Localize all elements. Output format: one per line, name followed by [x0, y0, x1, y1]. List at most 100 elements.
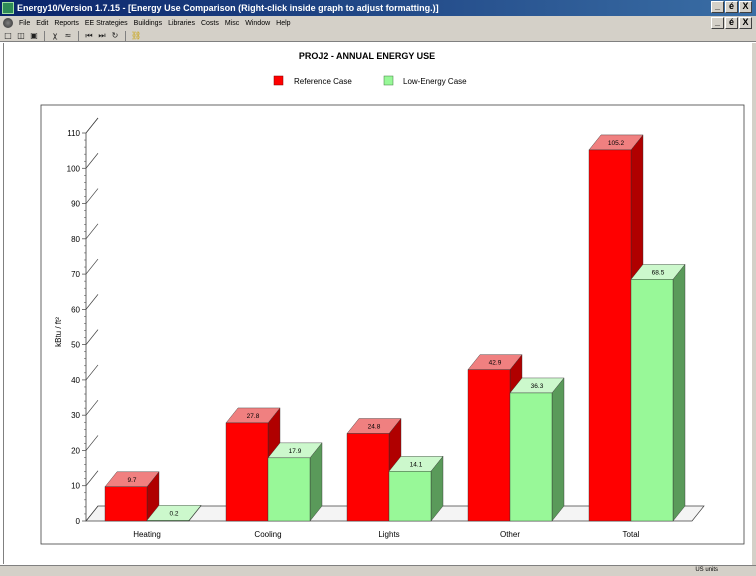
- menu-ee-strategies[interactable]: EE Strategies: [84, 19, 128, 27]
- bar-value-label: 68.5: [652, 269, 665, 276]
- bar[interactable]: [346, 433, 390, 522]
- menu-libraries[interactable]: Libraries: [168, 19, 195, 27]
- y-tick-label: 100: [67, 164, 81, 173]
- y-tick-label: 60: [71, 305, 80, 314]
- x-tick-label: Total: [623, 530, 640, 539]
- menu-window[interactable]: Window: [245, 19, 271, 27]
- x-tick-label: Other: [500, 530, 520, 539]
- bar-value-label: 105.2: [608, 140, 625, 147]
- bar-value-label: 17.9: [289, 448, 302, 455]
- legend-label-low-energy: Low-Energy Case: [403, 77, 467, 86]
- y-axis-label: kBtu / ft²: [54, 317, 63, 347]
- y-tick-depth: [85, 294, 99, 310]
- chart-area[interactable]: PROJ2 - ANNUAL ENERGY USE Reference Case…: [3, 43, 752, 564]
- bar[interactable]: [104, 486, 148, 522]
- legend-swatch-reference: [273, 75, 284, 86]
- plot-frame: [40, 104, 745, 545]
- y-tick-depth: [85, 505, 99, 522]
- rewind-icon[interactable]: ⏮: [85, 30, 93, 40]
- y-tick-depth: [85, 329, 99, 345]
- bar[interactable]: [588, 149, 632, 522]
- doc-close-button[interactable]: X: [739, 17, 752, 29]
- y-tick-depth: [85, 117, 99, 134]
- bar-value-label: 14.1: [410, 461, 423, 468]
- y-tick-label: 110: [67, 129, 80, 138]
- bar-value-label: 42.9: [489, 360, 502, 367]
- toolbar-separator: [78, 30, 79, 41]
- y-tick-label: 0: [76, 517, 81, 526]
- y-tick-depth: [85, 188, 99, 204]
- run-all-icon[interactable]: ≈: [64, 30, 72, 40]
- chart-title: PROJ2 - ANNUAL ENERGY USE: [299, 51, 435, 61]
- energy-use-chart[interactable]: PROJ2 - ANNUAL ENERGY USE Reference Case…: [4, 43, 753, 564]
- bar-side: [551, 377, 565, 522]
- run-icon[interactable]: χ: [52, 30, 58, 40]
- new-file-icon[interactable]: □: [4, 30, 12, 40]
- open-folder-icon[interactable]: ◫: [17, 30, 25, 40]
- bar[interactable]: [509, 392, 553, 522]
- bar[interactable]: [467, 369, 511, 522]
- bar[interactable]: [267, 457, 311, 522]
- menu-costs[interactable]: Costs: [200, 19, 219, 27]
- y-tick-depth: [85, 258, 99, 275]
- app-icon: [2, 2, 14, 14]
- toolbar-separator: [44, 30, 45, 41]
- menu-file[interactable]: File: [19, 19, 31, 27]
- save-icon[interactable]: ▣: [30, 30, 38, 40]
- window-controls: _ é X: [711, 1, 752, 13]
- menu-bar: File Edit Reports EE Strategies Building…: [0, 16, 756, 30]
- status-bar: US units: [0, 565, 756, 576]
- x-tick-labels: Heating Cooling Lights Other Total: [133, 530, 639, 539]
- toolbar: □ ◫ ▣ χ ≈ ⏮ ⏭ ↻ ⛓: [0, 30, 756, 42]
- y-tick-label: 50: [71, 341, 80, 350]
- menu-misc[interactable]: Misc: [224, 19, 240, 27]
- legend-swatch-low-energy: [383, 75, 394, 86]
- window-title: Energy10/Version 1.7.15 - [Energy Use Co…: [17, 3, 439, 13]
- title-bar: Energy10/Version 1.7.15 - [Energy Use Co…: [0, 0, 756, 16]
- y-tick-label: 10: [71, 482, 80, 491]
- bar-value-label: 36.3: [531, 383, 544, 390]
- units-status: US units: [695, 567, 718, 573]
- menu-help[interactable]: Help: [276, 19, 291, 27]
- bar[interactable]: [146, 520, 190, 522]
- document-icon[interactable]: [3, 18, 13, 28]
- y-tick-depth: [85, 470, 99, 486]
- bar-value-label: 9.7: [127, 477, 136, 484]
- y-tick-depth: [85, 399, 99, 416]
- y-tick-label: 90: [71, 200, 80, 209]
- bar[interactable]: [388, 471, 432, 522]
- fast-forward-icon[interactable]: ⏭: [98, 30, 106, 40]
- key-icon[interactable]: ⛓: [131, 30, 142, 40]
- toolbar-separator: [125, 30, 126, 41]
- close-button[interactable]: X: [739, 1, 752, 13]
- refresh-icon[interactable]: ↻: [111, 30, 119, 40]
- bar-value-label: 24.8: [368, 424, 381, 431]
- restore-button[interactable]: é: [725, 1, 738, 13]
- y-tick-label: 40: [71, 376, 80, 385]
- bar[interactable]: [630, 279, 674, 522]
- bar-value-label: 27.8: [247, 413, 260, 420]
- doc-minimize-button[interactable]: _: [711, 17, 724, 29]
- y-tick-depth: [85, 435, 99, 451]
- y-tick-depth: [85, 223, 99, 240]
- x-tick-label: Cooling: [254, 530, 281, 539]
- menu-reports[interactable]: Reports: [54, 19, 79, 27]
- menu-buildings[interactable]: Buildings: [133, 19, 163, 27]
- menu-edit[interactable]: Edit: [36, 19, 49, 27]
- bar-side: [672, 263, 686, 522]
- y-tick-label: 80: [71, 235, 80, 244]
- minimize-button[interactable]: _: [711, 1, 724, 13]
- legend-label-reference: Reference Case: [294, 77, 352, 86]
- doc-restore-button[interactable]: é: [725, 17, 738, 29]
- y-tick-depth: [85, 153, 99, 169]
- y-tick-depth: [85, 364, 99, 381]
- y-tick-label: 20: [71, 446, 80, 455]
- vertical-edge: [752, 43, 756, 565]
- y-tick-label: 70: [71, 270, 80, 279]
- bar[interactable]: [225, 422, 269, 522]
- x-tick-label: Heating: [133, 530, 161, 539]
- bar-value-label: 0.2: [169, 510, 178, 517]
- document-window-controls: _ é X: [711, 17, 752, 29]
- y-tick-label: 30: [71, 411, 80, 420]
- x-tick-label: Lights: [378, 530, 399, 539]
